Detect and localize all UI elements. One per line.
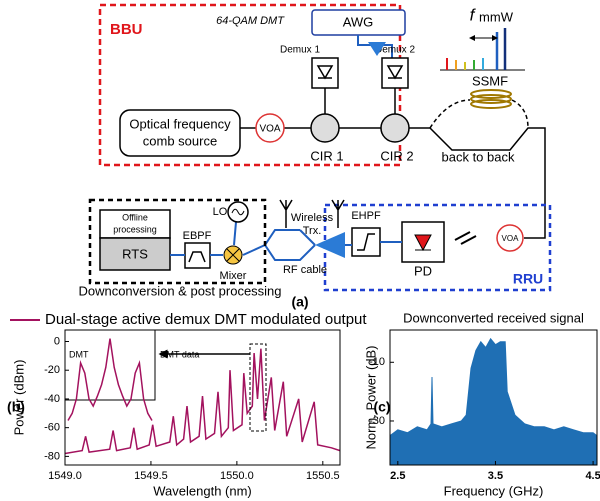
ssmf-coil <box>471 90 511 108</box>
panel-label: (b) <box>7 399 25 415</box>
rf-cable-label: RF cable <box>283 264 327 276</box>
demux1-box <box>312 58 338 88</box>
chart-title: Downconverted received signal <box>403 310 584 325</box>
ebpf-box <box>185 243 210 268</box>
ehpf-label: EHPF <box>351 210 381 222</box>
y-tick-label: -40 <box>44 393 60 405</box>
x-tick-label: 1550.0 <box>220 470 254 482</box>
demux1-label: Demux 1 <box>280 45 320 56</box>
modulation-label: 64-QAM DMT <box>216 15 285 27</box>
x-tick-label: 1549.5 <box>134 470 168 482</box>
offline-label: Offline <box>122 212 148 222</box>
light-arrows <box>455 232 476 244</box>
y-tick-label: -60 <box>44 422 60 434</box>
offline-label: processing <box>113 224 157 234</box>
x-tick-label: 2.5 <box>390 470 405 482</box>
comb-label: comb source <box>143 133 217 148</box>
inset-annotation: DMT <box>69 349 89 359</box>
y-axis-label: Norm. Power (dB) <box>363 345 378 449</box>
x-axis-label: Wavelength (nm) <box>153 483 252 498</box>
bbu-label: BBU <box>110 21 143 38</box>
demux2-box <box>382 58 408 88</box>
rts-label: RTS <box>122 246 148 261</box>
lo-label: LO <box>213 206 228 218</box>
cir2-circle <box>381 114 409 142</box>
panel-label: (c) <box>373 399 390 415</box>
awg-label: AWG <box>343 14 374 29</box>
figure: BBU 64-QAM DMT AWG Demux 1 Demux 2 Optic… <box>0 0 600 501</box>
cir2-label: CIR 2 <box>380 148 413 163</box>
comb-label: Optical frequency <box>129 116 231 131</box>
mixer-label: Mixer <box>220 270 247 282</box>
freq-f: f <box>470 5 477 24</box>
voa2-label: VOA <box>502 234 520 243</box>
downconversion-label: Downconversion & post processing <box>78 283 281 298</box>
cir1-circle <box>311 114 339 142</box>
x-tick-label: 4.5 <box>585 470 600 482</box>
cir1-label: CIR 1 <box>310 148 343 163</box>
y-axis-label: Power (dBm) <box>11 360 26 436</box>
wireless-label: Wireless <box>291 212 334 224</box>
x-tick-label: 3.5 <box>488 470 503 482</box>
y-tick-label: 0 <box>54 335 60 347</box>
x-tick-label: 1550.5 <box>306 470 340 482</box>
diagram: BBU 64-QAM DMT AWG Demux 1 Demux 2 Optic… <box>78 5 550 310</box>
spectrum-area <box>390 339 597 465</box>
ebpf-label: EBPF <box>183 230 212 242</box>
y-tick-label: -80 <box>44 450 60 462</box>
ssmf-label: SSMF <box>472 73 508 88</box>
wireless-label: Trx. <box>303 225 322 237</box>
fiber-dashed <box>430 100 528 128</box>
y-tick-label: -20 <box>44 364 60 376</box>
pd-label: PD <box>414 263 432 278</box>
voa1-label: VOA <box>259 124 280 135</box>
panel-label: (a) <box>291 294 308 310</box>
x-tick-label: 1549.0 <box>48 470 82 482</box>
rru-label: RRU <box>513 271 543 287</box>
back-to-back-label: back to back <box>442 149 515 164</box>
x-axis-label: Frequency (GHz) <box>444 483 544 498</box>
freq-sub: mmW <box>479 9 514 24</box>
legend-label: Dual-stage active demux DMT modulated ou… <box>45 311 367 328</box>
spectrum-icon <box>440 28 525 70</box>
